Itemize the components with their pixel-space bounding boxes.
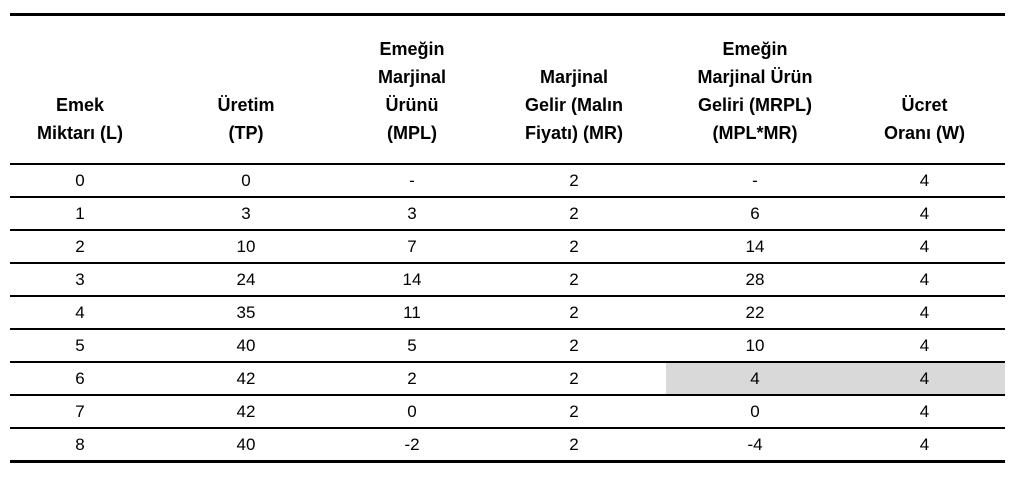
cell-uretim: 40 bbox=[150, 329, 342, 363]
cell-mpl: 11 bbox=[342, 296, 482, 330]
cell-mrpl: - bbox=[666, 164, 844, 198]
cell-mrpl: 0 bbox=[666, 395, 844, 429]
cell-w: 4 bbox=[844, 296, 1005, 330]
cell-mpl: 0 bbox=[342, 395, 482, 429]
column-header-line: (MPL) bbox=[387, 123, 437, 143]
cell-w: 4 bbox=[844, 164, 1005, 198]
document-page: Emek Miktarı (L) Üretim (TP) Emeğin Marjinal Ü… bbox=[0, 13, 1024, 496]
cell-uretim: 3 bbox=[150, 197, 342, 231]
cell-mr: 2 bbox=[482, 428, 666, 463]
cell-mrpl: 28 bbox=[666, 263, 844, 297]
column-header-line: Emeğin bbox=[379, 39, 445, 59]
column-header-mrpl: Emeğin Marjinal Ürün Geliri (MRPL) (MPL*MR) bbox=[666, 14, 844, 165]
cell-uretim: 0 bbox=[150, 164, 342, 198]
column-header-mr: Marjinal Gelir (Malın Fiyatı) (MR) bbox=[482, 14, 666, 165]
cell-uretim: 24 bbox=[150, 263, 342, 297]
column-header-mpl: Emeğin Marjinal Ürünü (MPL) bbox=[342, 14, 482, 165]
table-row: 2 10 7 2 14 4 bbox=[10, 230, 1005, 264]
cell-mr: 2 bbox=[482, 296, 666, 330]
cell-mrpl: 14 bbox=[666, 230, 844, 264]
cell-mpl: -2 bbox=[342, 428, 482, 463]
column-header-line: Emek bbox=[55, 95, 105, 115]
column-header-line: Miktarı (L) bbox=[36, 123, 123, 143]
cell-emek: 8 bbox=[10, 428, 150, 463]
cell-mpl: 5 bbox=[342, 329, 482, 363]
cell-uretim: 10 bbox=[150, 230, 342, 264]
table-row: 3 24 14 2 28 4 bbox=[10, 263, 1005, 297]
cell-mpl: 2 bbox=[342, 362, 482, 396]
column-header-line: Emeğin bbox=[722, 39, 788, 59]
column-header-line: Oranı (W) bbox=[884, 123, 965, 143]
cell-mrpl: 10 bbox=[666, 329, 844, 363]
cell-mr: 2 bbox=[482, 395, 666, 429]
table-row: 7 42 0 2 0 4 bbox=[10, 395, 1005, 429]
cell-emek: 6 bbox=[10, 362, 150, 396]
table-row: 8 40 -2 2 -4 4 bbox=[10, 428, 1005, 463]
cell-w: 4 bbox=[844, 230, 1005, 264]
column-header-line: Marjinal Ürün bbox=[697, 67, 813, 87]
cell-w: 4 bbox=[844, 395, 1005, 429]
cell-w: 4 bbox=[844, 329, 1005, 363]
column-header-line: Geliri (MRPL) bbox=[697, 95, 812, 115]
column-header-line: Marjinal bbox=[539, 67, 609, 87]
cell-emek: 0 bbox=[10, 164, 150, 198]
labor-marginal-product-table: Emek Miktarı (L) Üretim (TP) Emeğin Marjinal Ü… bbox=[10, 13, 1005, 463]
column-header-emek: Emek Miktarı (L) bbox=[10, 14, 150, 165]
column-header-line: Üretim bbox=[217, 95, 275, 115]
cell-emek: 4 bbox=[10, 296, 150, 330]
cell-mr: 2 bbox=[482, 362, 666, 396]
cell-emek: 2 bbox=[10, 230, 150, 264]
cell-mrpl-highlighted: 4 bbox=[666, 362, 844, 396]
table-row: 6 42 2 2 4 4 bbox=[10, 362, 1005, 396]
cell-uretim: 35 bbox=[150, 296, 342, 330]
column-header-uretim: Üretim (TP) bbox=[150, 14, 342, 165]
cell-mr: 2 bbox=[482, 197, 666, 231]
cell-emek: 1 bbox=[10, 197, 150, 231]
cell-mr: 2 bbox=[482, 164, 666, 198]
cell-uretim: 42 bbox=[150, 395, 342, 429]
column-header-line: Marjinal bbox=[377, 67, 447, 87]
cell-w: 4 bbox=[844, 197, 1005, 231]
cell-emek: 5 bbox=[10, 329, 150, 363]
cell-mpl: 14 bbox=[342, 263, 482, 297]
cell-w-highlighted: 4 bbox=[844, 362, 1005, 396]
column-header-line: Fiyatı) (MR) bbox=[525, 123, 623, 143]
cell-mpl: 3 bbox=[342, 197, 482, 231]
cell-mr: 2 bbox=[482, 329, 666, 363]
table-row: 5 40 5 2 10 4 bbox=[10, 329, 1005, 363]
column-header-line: Ücret bbox=[901, 95, 948, 115]
cell-mr: 2 bbox=[482, 263, 666, 297]
cell-uretim: 42 bbox=[150, 362, 342, 396]
cell-uretim: 40 bbox=[150, 428, 342, 463]
cell-mrpl: 6 bbox=[666, 197, 844, 231]
cell-emek: 7 bbox=[10, 395, 150, 429]
cell-mrpl: 22 bbox=[666, 296, 844, 330]
table-row: 4 35 11 2 22 4 bbox=[10, 296, 1005, 330]
cell-w: 4 bbox=[844, 428, 1005, 463]
cell-mrpl: -4 bbox=[666, 428, 844, 463]
cell-emek: 3 bbox=[10, 263, 150, 297]
cell-mr: 2 bbox=[482, 230, 666, 264]
column-header-line: Ürünü bbox=[385, 95, 439, 115]
column-header-w: Ücret Oranı (W) bbox=[844, 14, 1005, 165]
cell-w: 4 bbox=[844, 263, 1005, 297]
column-header-line: (MPL*MR) bbox=[712, 123, 798, 143]
header-row: Emek Miktarı (L) Üretim (TP) Emeğin Marjinal Ü… bbox=[10, 14, 1005, 165]
cell-mpl: 7 bbox=[342, 230, 482, 264]
column-header-line: Gelir (Malın bbox=[524, 95, 623, 115]
column-header-line: (TP) bbox=[228, 123, 264, 143]
cell-mpl: - bbox=[342, 164, 482, 198]
